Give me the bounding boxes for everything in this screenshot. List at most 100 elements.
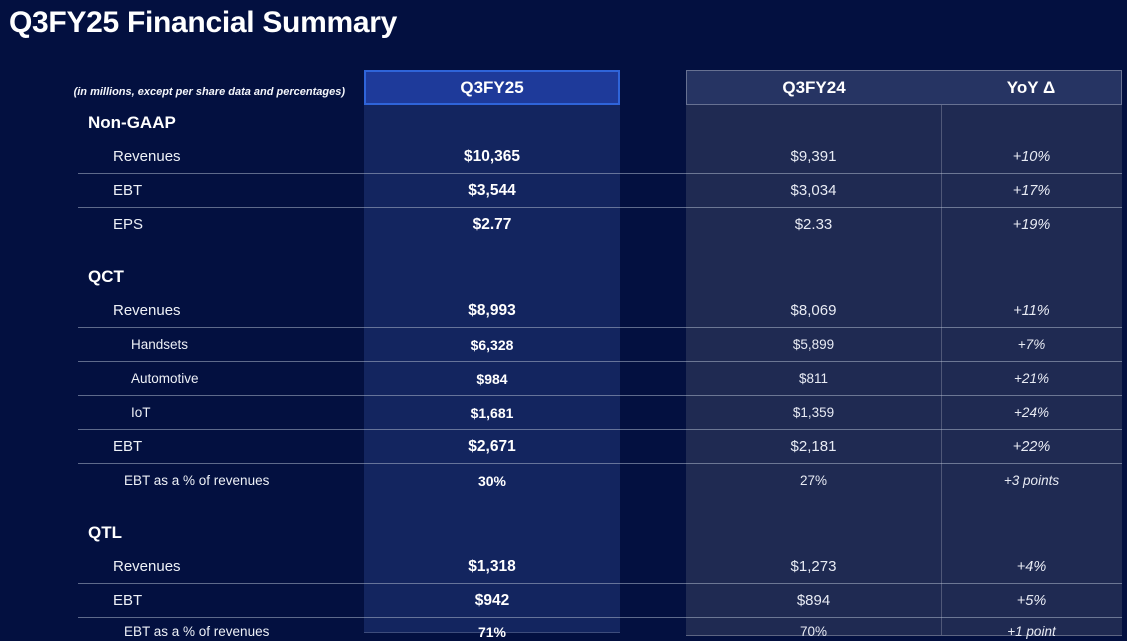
q3fy25-value: 71% [477,623,507,640]
table-row: Revenues $10,365 $9,391 +10% [78,140,1122,173]
column-header-yoy-label: YoY Δ [1006,77,1056,97]
column-gap [620,362,686,395]
units-note: (in millions, except per share data and … [73,86,345,98]
row-label: Revenues [113,302,181,319]
q3fy24-value: $5,899 [792,337,835,352]
q3fy24-value: $811 [798,371,829,386]
table-section-row: Non-GAAP [78,105,1122,140]
table-row: Revenues $8,993 $8,069 +11% [78,294,1122,327]
q3fy25-value [364,515,620,550]
yoy-value: +17% [1012,182,1051,199]
table-row: EBT $2,671 $2,181 +22% [78,429,1122,463]
row-label: Automotive [131,371,199,386]
row-label: EBT [113,592,143,609]
row-label: EBT [113,438,143,455]
table-row: EBT as a % of revenues 71% 70% +1 point [78,617,1122,641]
q3fy24-value: $3,034 [790,182,837,199]
q3fy24-value: $1,359 [792,405,835,420]
yoy-value [941,259,1122,294]
q3fy25-value: $3,544 [468,181,516,199]
yoy-value [941,105,1122,140]
column-gap [620,174,686,207]
q3fy24-value: $1,273 [790,558,837,575]
q3fy24-value: $2.33 [794,216,833,233]
row-label: Revenues [113,558,181,575]
row-label: QTL [88,522,122,542]
yoy-value [941,515,1122,550]
q3fy25-value [364,105,620,140]
yoy-value: +3 points [1003,473,1060,488]
q3fy24-value: 27% [799,473,828,488]
q3fy24-value: $894 [796,592,831,609]
q3fy24-value: 70% [799,624,828,639]
column-header-q3fy25: Q3FY25 [364,70,620,105]
table-row: EBT as a % of revenues 30% 27% +3 points [78,463,1122,497]
table-row: Automotive $984 $811 +21% [78,361,1122,395]
table-row: EBT $3,544 $3,034 +17% [78,173,1122,207]
row-label: EBT [113,182,143,199]
q3fy25-value: $1,318 [468,557,516,575]
column-gap [620,208,686,241]
row-label: EBT as a % of revenues [124,473,270,488]
table-row: EBT $942 $894 +5% [78,583,1122,617]
q3fy24-value [686,515,941,550]
column-gap [620,515,686,550]
column-header-q3fy24: Q3FY24 [687,71,941,104]
column-header-yoy-delta: YoY Δ [941,71,1121,104]
table-section-row: QCT [78,259,1122,294]
financial-table: Non-GAAP Revenues $10,365 $9,391 +10% EB… [78,105,1122,641]
table-row: EPS $2.77 $2.33 +19% [78,207,1122,241]
q3fy24-value [686,259,941,294]
q3fy25-value: $942 [474,591,510,609]
page-title: Q3FY25 Financial Summary [9,6,397,39]
yoy-value: +1 point [1007,624,1056,639]
column-gap [620,259,686,294]
row-label: Non-GAAP [88,112,176,132]
q3fy24-value: $9,391 [790,148,837,165]
yoy-value: +7% [1017,337,1046,352]
column-gap [620,328,686,361]
q3fy24-value [686,105,941,140]
q3fy25-value [364,259,620,294]
row-label: Revenues [113,148,181,165]
yoy-value: +21% [1014,371,1049,386]
q3fy25-value: $8,993 [468,301,516,319]
q3fy25-value: $2.77 [472,215,512,233]
row-label: Handsets [131,337,189,352]
column-gap [620,618,686,641]
yoy-value: +24% [1014,405,1049,420]
row-label: QCT [88,266,124,286]
column-header-q3fy25-label: Q3FY25 [460,77,524,97]
current-quarter-column-panel [364,70,620,633]
q3fy25-value: $10,365 [463,147,521,165]
yoy-value: +22% [1012,438,1051,455]
q3fy25-value: $1,681 [470,404,514,421]
column-gap [620,550,686,583]
q3fy25-value: $6,328 [470,336,514,353]
table-row: Handsets $6,328 $5,899 +7% [78,327,1122,361]
row-label: IoT [131,405,151,420]
row-label: EPS [113,216,144,233]
yoy-value: +11% [1013,302,1050,319]
column-gap [620,105,686,140]
column-gap [620,396,686,429]
column-gap [620,294,686,327]
yoy-value: +10% [1012,148,1051,165]
row-label: EBT as a % of revenues [124,624,270,639]
column-gap [620,140,686,173]
column-gap [620,464,686,497]
yoy-value: +4% [1016,558,1047,575]
q3fy25-value: $2,671 [468,437,516,455]
column-divider [941,70,942,635]
column-header-q3fy24-label: Q3FY24 [782,77,846,97]
column-gap [620,584,686,617]
yoy-value: +5% [1016,592,1047,609]
comparison-header-row: Q3FY24 YoY Δ [686,70,1122,105]
q3fy25-value: 30% [477,472,507,489]
q3fy24-value: $8,069 [790,302,837,319]
table-row: IoT $1,681 $1,359 +24% [78,395,1122,429]
column-gap [620,430,686,463]
yoy-value: +19% [1012,216,1051,233]
prior-quarter-column-panel [686,70,1122,636]
